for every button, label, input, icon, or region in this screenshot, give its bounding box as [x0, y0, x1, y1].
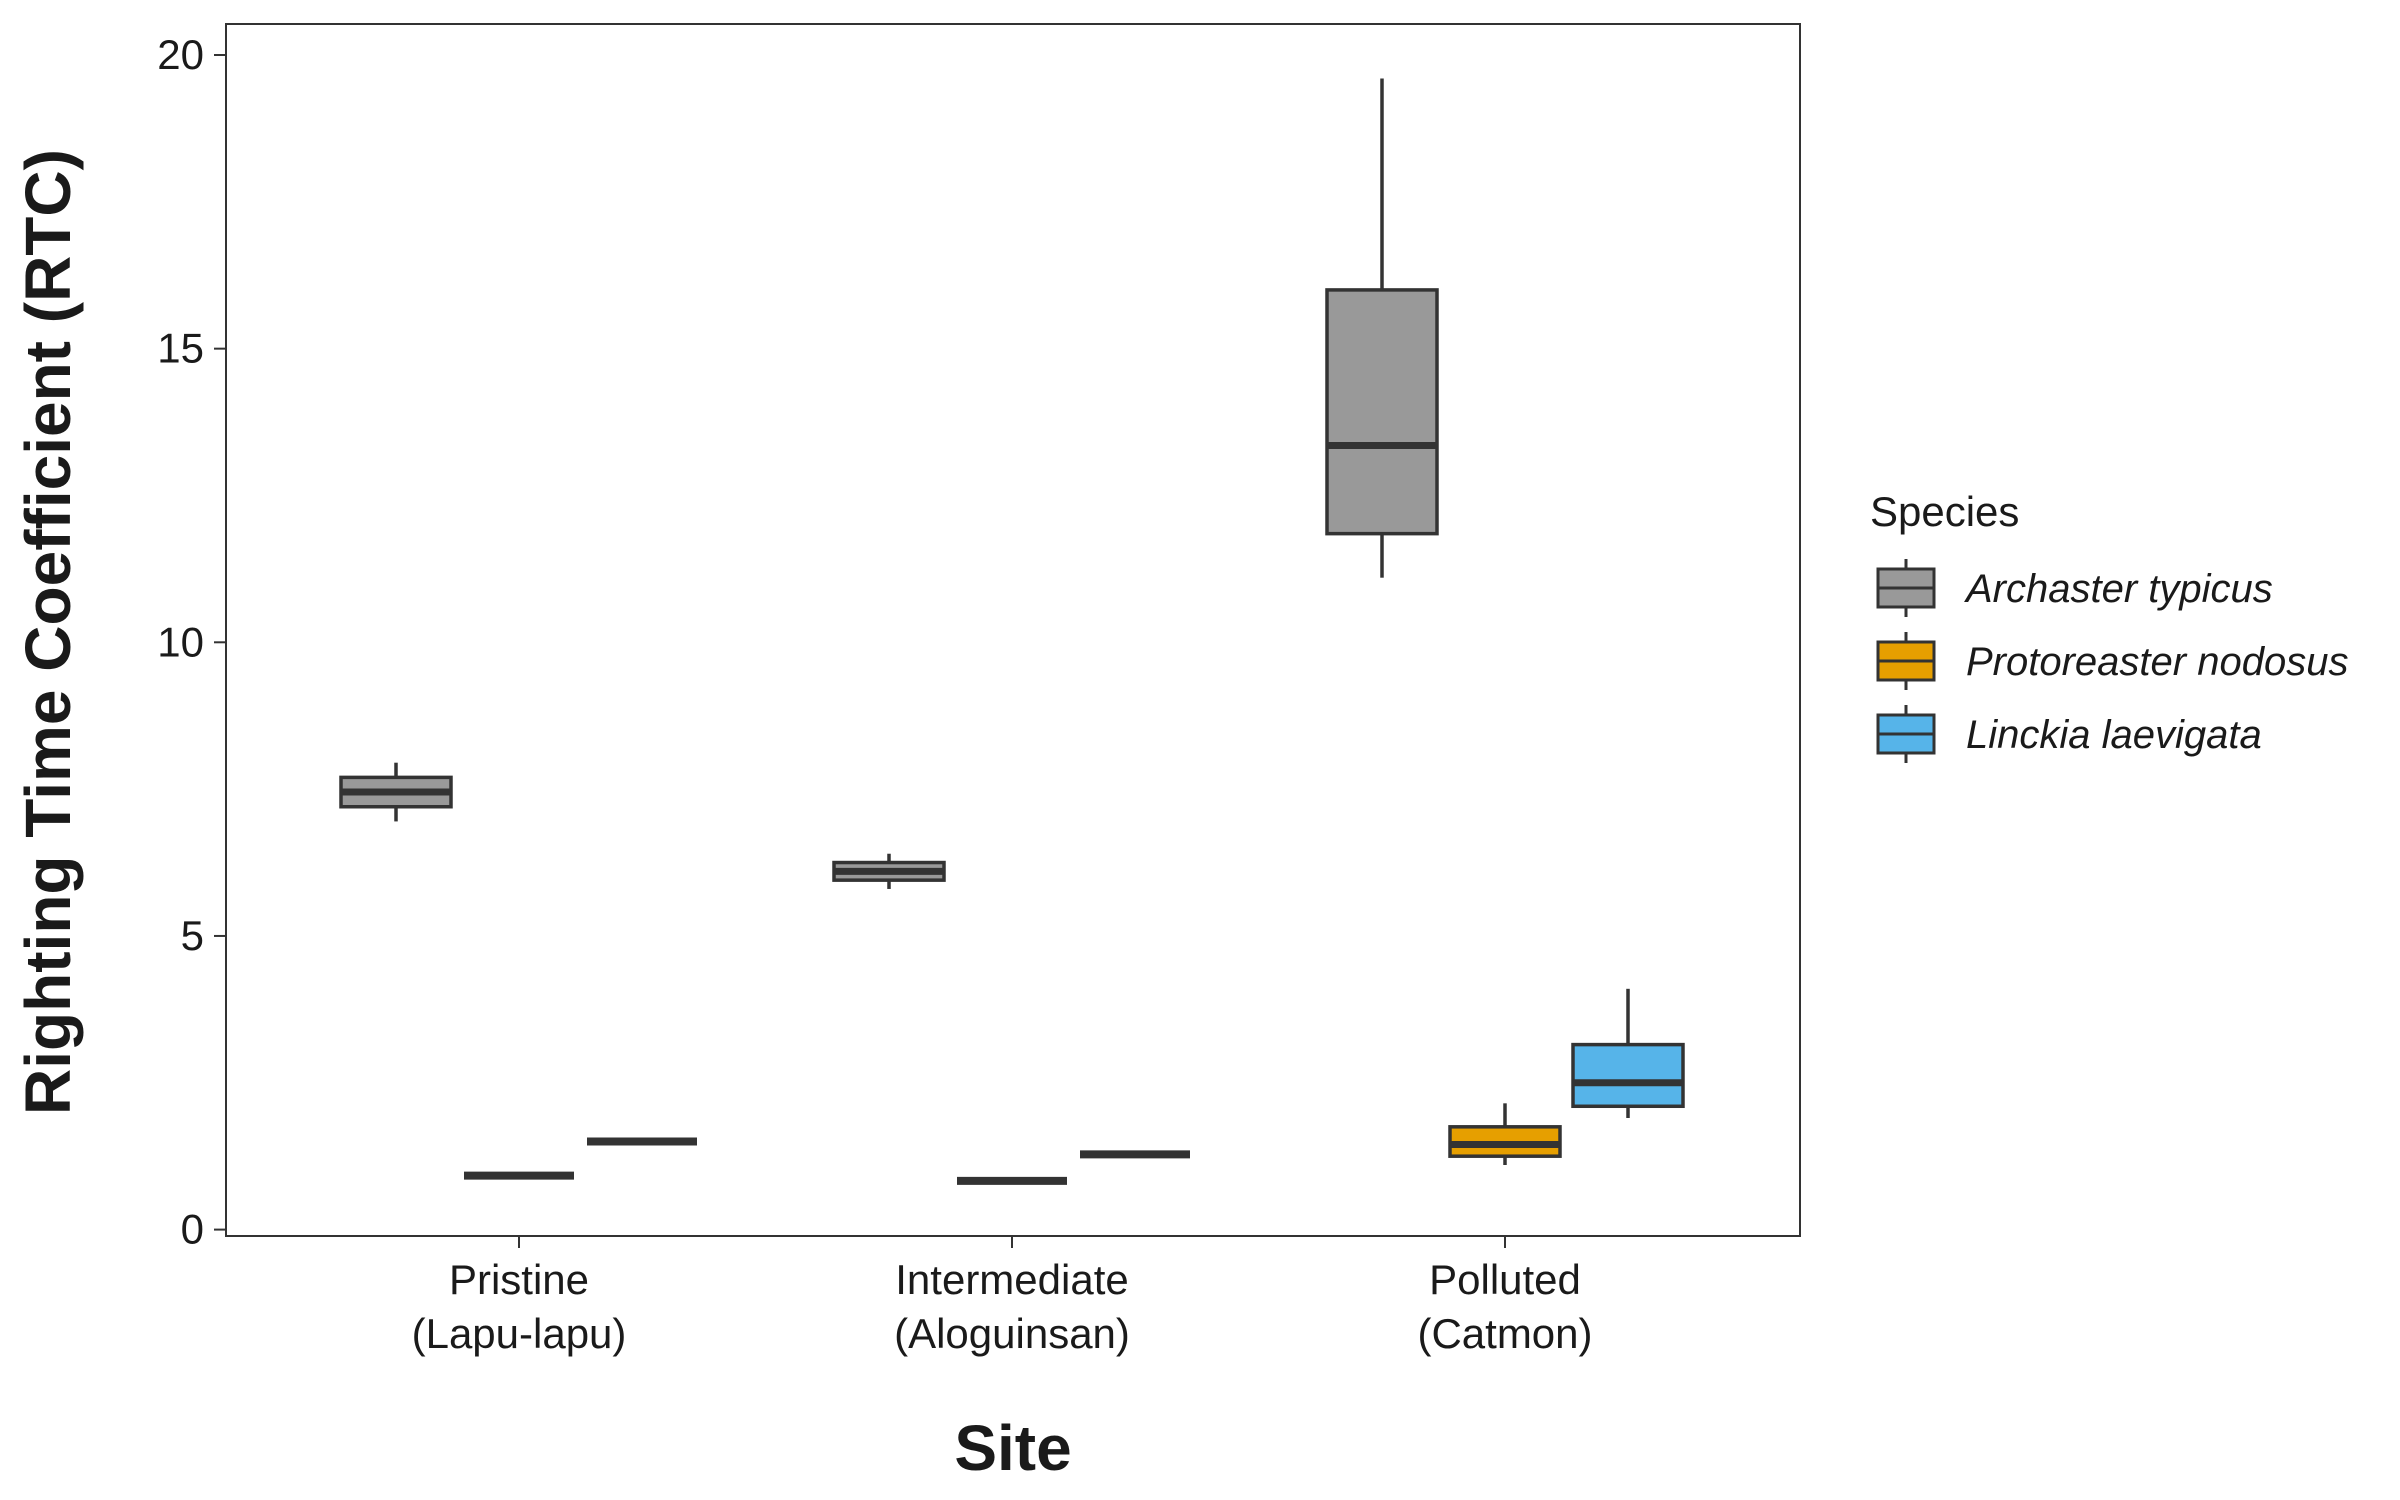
y-tick-label: 0 [181, 1206, 204, 1253]
box-archaster-typicus [339, 762, 453, 822]
box-iqr [1325, 288, 1439, 536]
legend-label: Archaster typicus [1964, 567, 2273, 611]
x-tick-label: Intermediate [895, 1256, 1128, 1303]
box-linckia-laevigata [1571, 988, 1685, 1119]
x-tick-label-sub: (Aloguinsan) [894, 1310, 1130, 1357]
plot-area [225, 23, 1801, 1237]
y-tick-label: 5 [181, 912, 204, 959]
legend-item: Archaster typicus [1876, 559, 2273, 617]
box-archaster-typicus [1325, 78, 1439, 578]
legend-item: Protoreaster nodosus [1876, 632, 2348, 690]
y-tick-label: 20 [157, 31, 204, 78]
legend-label: Protoreaster nodosus [1966, 640, 2348, 684]
y-tick-label: 10 [157, 618, 204, 665]
legend-title: Species [1870, 488, 2019, 535]
legend-label: Linckia laevigata [1966, 713, 2262, 757]
x-axis: Pristine (Lapu-lapu) Intermediate (Aloguins… [412, 1236, 1593, 1357]
x-tick-label-sub: (Lapu-lapu) [412, 1310, 627, 1357]
box-iqr [1571, 1042, 1685, 1109]
x-axis-title: Site [954, 1412, 1071, 1484]
x-tick-label: Polluted [1429, 1256, 1581, 1303]
y-axis-title: Righting Time Coefficient (RTC) [12, 149, 84, 1115]
legend: Species Archaster typicus Protoreaster no… [1870, 488, 2348, 763]
legend-item: Linckia laevigata [1876, 705, 2262, 763]
box-archaster-typicus [832, 853, 946, 889]
x-tick-label: Pristine [449, 1256, 589, 1303]
box-protoreaster-nodosus [1448, 1103, 1562, 1165]
y-axis: 0 5 10 15 20 [157, 31, 226, 1253]
y-tick-label: 15 [157, 325, 204, 372]
x-tick-label-sub: (Catmon) [1417, 1310, 1592, 1357]
